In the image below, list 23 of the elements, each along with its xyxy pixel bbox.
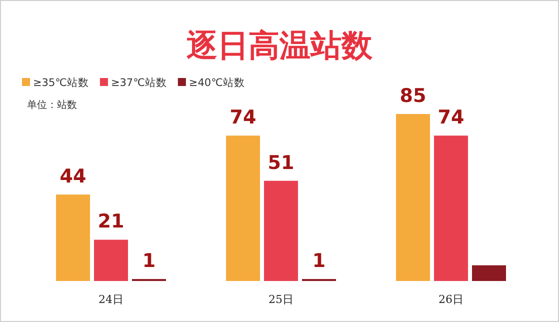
data-label: 1 xyxy=(142,250,156,272)
bar xyxy=(56,194,90,281)
bar xyxy=(94,240,128,281)
data-label: 1 xyxy=(312,250,326,272)
bar xyxy=(264,180,298,281)
legend-label: ≥37℃站数 xyxy=(110,76,167,89)
data-label: 74 xyxy=(438,106,464,129)
x-tick-label: 24日 xyxy=(98,293,124,306)
bar xyxy=(226,136,260,281)
data-label: 44 xyxy=(60,166,86,188)
chart-title: 逐日高温站数 xyxy=(186,28,374,64)
data-label: 85 xyxy=(400,85,426,107)
bar xyxy=(396,114,430,281)
data-label: 74 xyxy=(230,106,256,129)
text: 单位：站数 xyxy=(27,99,77,111)
x-tick-label: 26日 xyxy=(438,293,464,306)
legend-label: ≥40℃站数 xyxy=(188,76,245,89)
legend-label: ≥35℃站数 xyxy=(33,76,89,89)
x-tick-label: 25日 xyxy=(268,293,294,306)
bar xyxy=(434,136,468,281)
data-label: 21 xyxy=(98,210,124,233)
data-label: 51 xyxy=(268,152,294,174)
bar xyxy=(472,265,506,281)
